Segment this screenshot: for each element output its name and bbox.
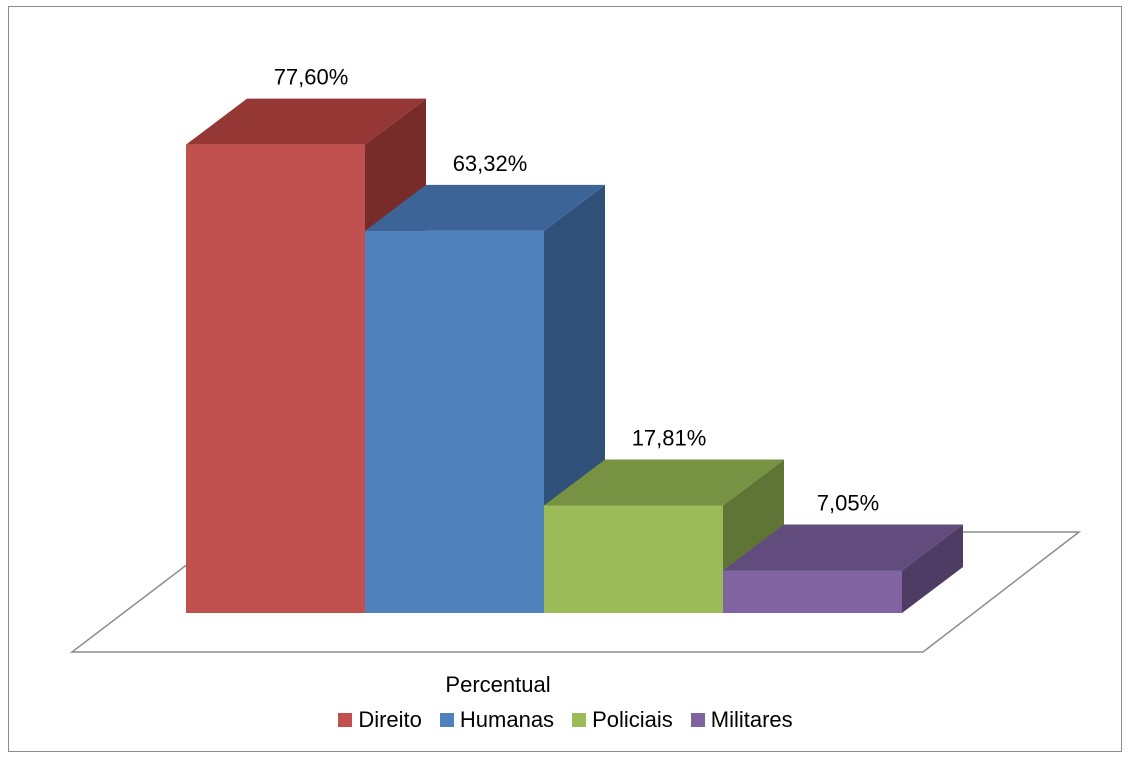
legend: Direito Humanas Policiais Militares — [0, 707, 1131, 733]
bar-front-militares — [723, 570, 902, 613]
legend-label-humanas: Humanas — [459, 707, 555, 732]
bars-group — [186, 98, 963, 613]
category-label: Percentual — [445, 672, 550, 697]
bar-top-direito — [186, 98, 426, 145]
bar-front-policiais — [544, 505, 723, 613]
bar-front-direito — [186, 144, 365, 613]
legend-swatch-humanas — [439, 713, 454, 727]
data-label-direito: 77,60% — [274, 65, 349, 90]
data-label-humanas: 63,32% — [453, 151, 528, 176]
bar-top-humanas — [365, 184, 605, 231]
legend-label-militares: Militares — [710, 707, 793, 732]
bar-militares — [723, 524, 963, 613]
data-label-militares: 7,05% — [817, 490, 879, 515]
legend-swatch-policiais — [572, 713, 587, 727]
bar-top-policiais — [544, 459, 784, 506]
legend-item-direito: Direito — [338, 707, 422, 733]
bar-side-militares — [902, 524, 963, 613]
data-label-policiais: 17,81% — [632, 426, 707, 451]
legend-label-policiais: Policiais — [592, 707, 673, 732]
bar-front-humanas — [365, 230, 544, 613]
bar-top-militares — [723, 524, 963, 571]
legend-label-direito: Direito — [358, 707, 422, 732]
legend-item-policiais: Policiais — [572, 707, 673, 733]
value-labels-group: 77,60% 63,32% 17,81% 7,05% — [274, 65, 880, 516]
legend-swatch-direito — [338, 713, 353, 727]
legend-item-humanas: Humanas — [439, 707, 555, 733]
legend-item-militares: Militares — [690, 707, 793, 733]
legend-swatch-militares — [690, 713, 705, 727]
